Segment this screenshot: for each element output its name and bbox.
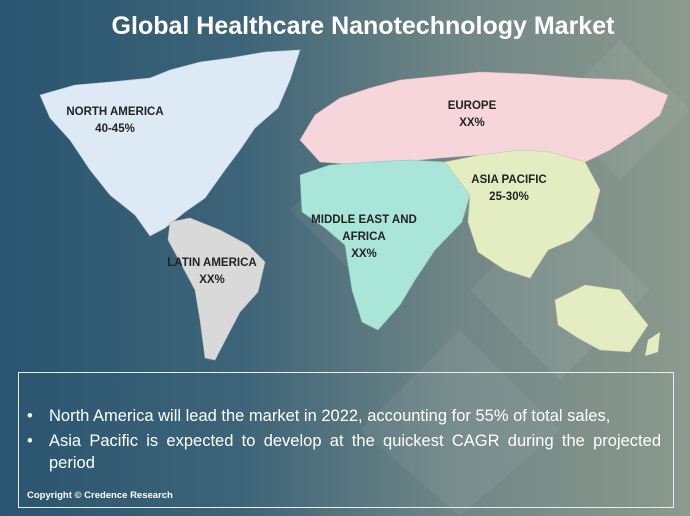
region-north-america xyxy=(39,49,301,237)
label-north-america: NORTH AMERICA 40-45% xyxy=(66,104,163,138)
bullet-text: Asia Pacific is expected to develop at t… xyxy=(49,432,661,472)
region-europe xyxy=(299,71,669,166)
region-name: LATIN AMERICA xyxy=(167,257,257,269)
region-australia xyxy=(554,284,649,353)
region-latin-america xyxy=(167,217,266,361)
label-middle-east-africa: MIDDLE EAST AND AFRICA XX% xyxy=(311,212,417,263)
copyright: Copyright © Credence Research xyxy=(27,490,173,501)
label-asia-pacific: ASIA PACIFIC 25-30% xyxy=(471,172,546,206)
region-share: 25-30% xyxy=(489,191,529,203)
bullet-item: • North America will lead the market in 2… xyxy=(27,405,661,427)
region-middle-east-africa xyxy=(299,159,471,331)
region-name: MIDDLE EAST AND xyxy=(311,214,417,226)
region-name: NORTH AMERICA xyxy=(66,106,164,118)
bullet-icon: • xyxy=(27,407,33,425)
bullet-item: • Asia Pacific is expected to develop at … xyxy=(27,430,661,474)
region-name: AFRICA xyxy=(342,231,386,243)
region-share: XX% xyxy=(459,117,485,129)
bullet-text: North America will lead the market in 20… xyxy=(49,407,611,425)
region-share: 40-45% xyxy=(95,123,135,135)
region-share: XX% xyxy=(199,274,225,286)
region-name: ASIA PACIFIC xyxy=(471,174,547,186)
bullet-icon: • xyxy=(27,432,33,450)
summary-box: • North America will lead the market in 2… xyxy=(18,372,674,508)
page-title: Global Healthcare Nanotechnology Market xyxy=(111,12,615,40)
label-latin-america: LATIN AMERICA XX% xyxy=(167,255,256,289)
region-asia-pacific xyxy=(444,149,601,279)
region-share: XX% xyxy=(351,248,377,260)
region-name: EUROPE xyxy=(447,100,497,112)
label-europe: EUROPE XX% xyxy=(448,98,497,132)
